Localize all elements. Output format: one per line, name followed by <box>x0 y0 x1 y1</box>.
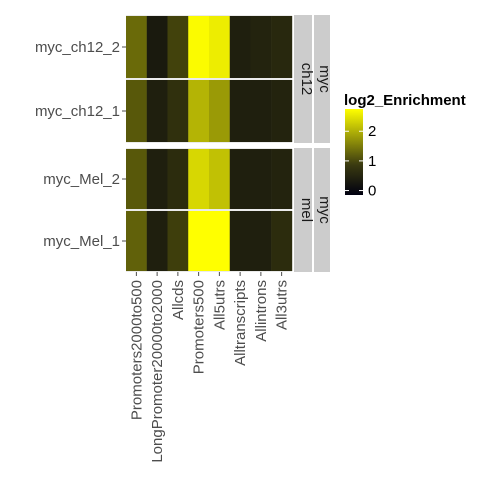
heatmap-cell <box>209 80 230 142</box>
strip-label: myc <box>316 196 333 224</box>
heatmap-cell <box>251 149 272 209</box>
x-tick-label: Promoters500 <box>191 280 208 374</box>
heatmap-cell <box>126 80 147 142</box>
heatmap-cell <box>126 16 147 78</box>
heatmap-cell <box>230 80 251 142</box>
heatmap-cell <box>230 16 251 78</box>
heatmap-cell <box>209 211 230 271</box>
heatmap-cell <box>188 211 209 271</box>
heatmap-cell <box>209 16 230 78</box>
y-tick-label: myc_ch12_1 <box>35 103 120 120</box>
heatmap-cell <box>168 80 189 142</box>
x-tick-label: All3utrs <box>274 280 291 330</box>
heatmap-cell <box>251 16 272 78</box>
heatmap-cell <box>251 211 272 271</box>
x-tick-label: Alltranscripts <box>232 280 249 366</box>
legend: log2_Enrichment 0 1 2 <box>344 92 466 200</box>
strip-label: ch12 <box>298 63 315 96</box>
x-tick-label: LongPromoter20000to2000 <box>149 280 166 463</box>
x-tick-label: Allintrons <box>253 280 270 342</box>
heatmap-cell <box>168 149 189 209</box>
heatmap-cell <box>147 80 168 142</box>
x-tick-label: All5utrs <box>211 280 228 330</box>
x-tick-label: Promoters2000to500 <box>128 280 145 420</box>
y-tick-label: myc_Mel_2 <box>43 171 120 188</box>
heatmap-cell <box>230 149 251 209</box>
y-tick-label: myc_Mel_1 <box>43 233 120 250</box>
heatmap-cell <box>168 16 189 78</box>
heatmap-cell <box>188 80 209 142</box>
heatmap-cell <box>147 211 168 271</box>
heatmap-cell <box>168 211 189 271</box>
heatmap-cell <box>188 149 209 209</box>
heatmap-cell <box>126 211 147 271</box>
x-axis: Promoters2000to500 LongPromoter20000to200… <box>128 272 290 463</box>
heatmap-cell <box>147 16 168 78</box>
heatmap-cell <box>188 16 209 78</box>
heatmap-cell <box>126 149 147 209</box>
legend-tick-label: 1 <box>368 153 376 170</box>
legend-tick-label: 2 <box>368 123 376 140</box>
heatmap-cell <box>209 149 230 209</box>
strip-label: mel <box>298 198 315 222</box>
y-tick-label: myc_ch12_2 <box>35 39 120 56</box>
heatmap-cell <box>147 149 168 209</box>
x-tick-label: Allcds <box>170 280 187 320</box>
heatmap-cell <box>271 211 292 271</box>
heatmap-cell <box>230 211 251 271</box>
legend-colorbar <box>345 109 363 195</box>
legend-title: log2_Enrichment <box>344 92 466 109</box>
heatmap-cell <box>271 16 292 78</box>
heatmap-cell <box>271 149 292 209</box>
heatmap-cell <box>271 80 292 142</box>
heatmap-cell <box>251 80 272 142</box>
strip-label: myc <box>316 65 333 93</box>
legend-tick-label: 0 <box>368 183 376 200</box>
